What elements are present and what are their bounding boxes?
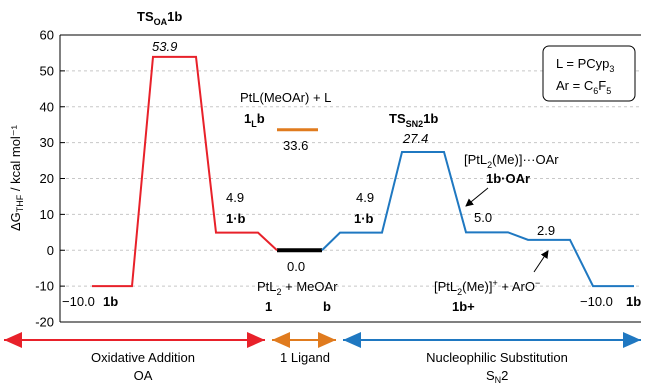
- y-tick-label: 60: [40, 28, 54, 43]
- y-tick-label: 20: [40, 171, 54, 186]
- axes: [59, 34, 641, 323]
- region-oxidative-name: Oxidative Addition: [91, 350, 195, 365]
- start-name: 1b: [103, 294, 118, 309]
- ground-text: PtL2 + MeOAr: [257, 279, 338, 297]
- ligand-name: 1Lb: [244, 111, 265, 129]
- start-value: −10.0: [62, 294, 95, 309]
- region-substitution-abbr: SN2: [486, 368, 508, 385]
- ts-sn2-value: 27.4: [402, 131, 428, 146]
- ion-value: 2.9: [537, 223, 555, 238]
- oar-text: [PtL2(Me)]···OAr: [464, 152, 559, 170]
- legend-line1: L = PCyp3: [556, 56, 614, 74]
- ground-name-2: b: [323, 299, 331, 314]
- sn-intermediate-value: 4.9: [356, 190, 374, 205]
- grid-lines: [60, 70, 641, 287]
- series-line-substitution: [321, 150, 634, 288]
- legend-line2: Ar = C6F5: [556, 78, 611, 96]
- ion-arrow: [533, 250, 549, 273]
- ts-sn2-label: TSSN21b: [389, 111, 438, 129]
- ion-text: [PtL2(Me)]+ + ArO−: [434, 278, 540, 297]
- ligand-text: PtL(MeOAr) + L: [240, 90, 331, 105]
- ground-value: 0.0: [287, 259, 305, 274]
- y-tick-label: -10: [35, 279, 54, 294]
- end-name: 1b: [626, 294, 641, 309]
- oa-intermediate-value: 4.9: [226, 190, 244, 205]
- y-tick-label: 40: [40, 99, 54, 114]
- y-tick-label: 10: [40, 207, 54, 222]
- energy-levels: [111, 56, 614, 287]
- y-tick-label: 50: [40, 63, 54, 78]
- series-line-oxidative: [92, 55, 278, 288]
- ts-oa-value: 53.9: [152, 39, 177, 54]
- y-tick-labels: 60 50 40 30 20 10 0 -10 -20: [35, 28, 54, 330]
- region-oxidative-abbr: OA: [134, 368, 153, 383]
- legend-box: L = PCyp3 Ar = C6F5: [542, 45, 636, 102]
- ts-oa-label: TSOA1b: [137, 9, 182, 27]
- y-tick-label: 30: [40, 135, 54, 150]
- y-tick-label: -20: [35, 315, 54, 330]
- region-substitution-name: Nucleophilic Substitution: [426, 350, 568, 365]
- y-axis-label: ΔGTHF / kcal mol⁻¹: [8, 124, 25, 231]
- oar-value: 5.0: [474, 210, 492, 225]
- ligand-value: 33.6: [283, 138, 308, 153]
- oar-name: 1b·OAr: [486, 171, 530, 186]
- ground-name-1: 1: [265, 299, 272, 314]
- oar-arrow: [465, 187, 489, 207]
- end-value: −10.0: [580, 294, 613, 309]
- energy-connectors: [92, 55, 634, 288]
- oa-intermediate-name: 1·b: [226, 211, 246, 226]
- region-ligand-name: 1 Ligand: [280, 350, 330, 365]
- y-tick-label: 0: [47, 243, 54, 258]
- ion-name: 1b+: [452, 299, 475, 314]
- sn-intermediate-name: 1·b: [354, 211, 374, 226]
